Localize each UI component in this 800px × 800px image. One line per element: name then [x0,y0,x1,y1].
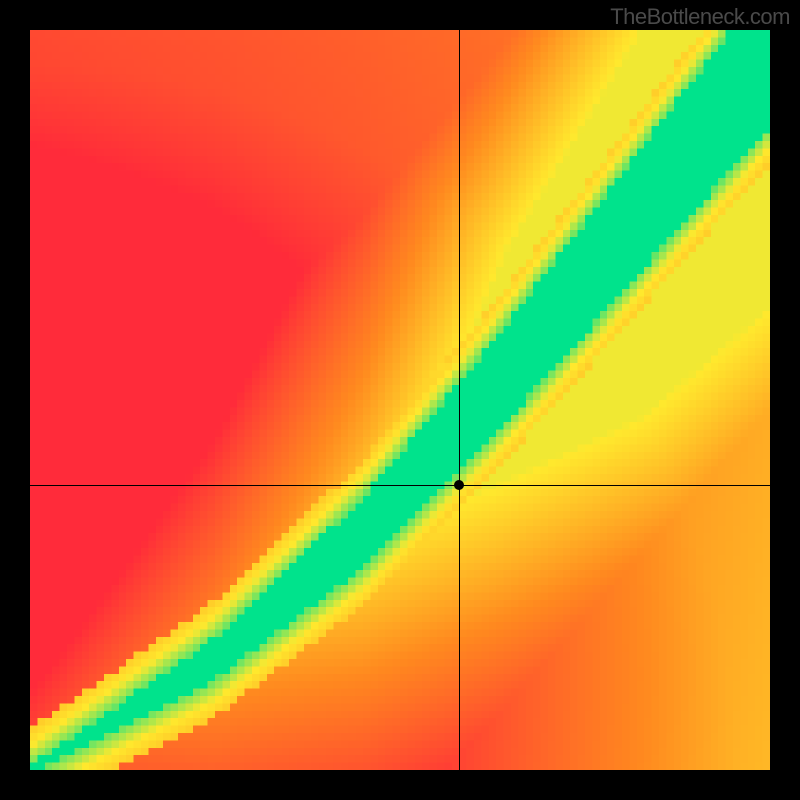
crosshair-vertical [459,30,460,770]
chart-area [30,30,770,770]
chart-container: TheBottleneck.com [0,0,800,800]
bottleneck-heatmap [30,30,770,770]
data-point-marker [454,480,464,490]
watermark-text: TheBottleneck.com [610,4,790,30]
crosshair-horizontal [30,485,770,486]
